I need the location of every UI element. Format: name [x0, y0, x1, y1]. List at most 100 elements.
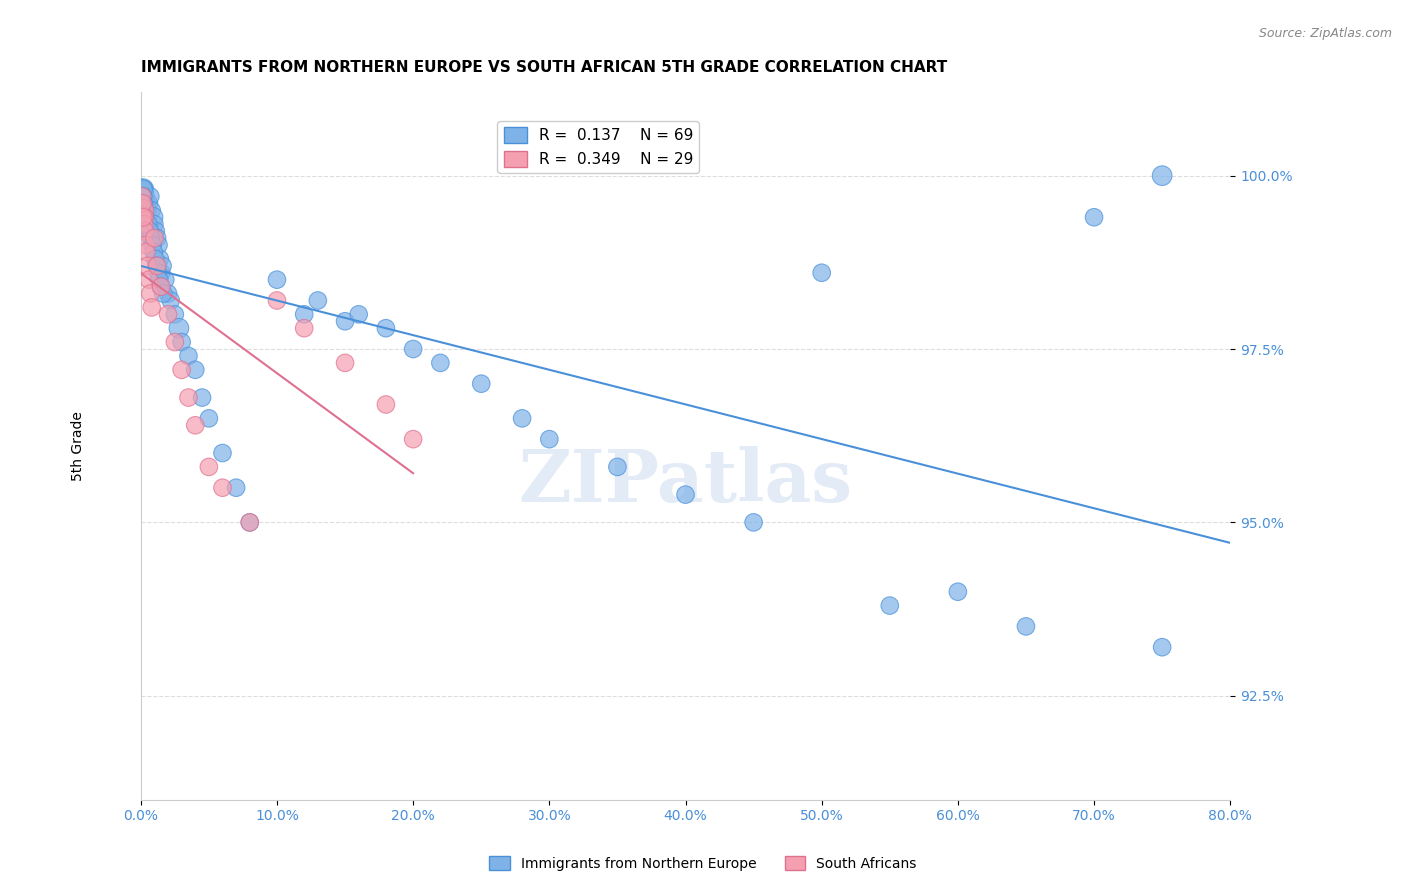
Point [150, 266, 173, 280]
Point [347, 307, 370, 321]
Point [184, 418, 207, 433]
Point [148, 273, 170, 287]
Point [675, 488, 697, 502]
Point [132, 196, 155, 211]
Point [307, 293, 329, 308]
Point [134, 224, 156, 238]
Point [211, 481, 233, 495]
Point [146, 259, 169, 273]
Point [142, 244, 165, 259]
Point [429, 356, 451, 370]
Point [225, 481, 247, 495]
Point [135, 203, 157, 218]
Point [135, 238, 157, 252]
Point [141, 203, 163, 218]
Point [239, 516, 262, 530]
Point [143, 231, 166, 245]
Point [198, 459, 221, 474]
Point [136, 217, 159, 231]
Point [742, 516, 765, 530]
Point [170, 363, 193, 377]
Point [134, 217, 156, 231]
Point [138, 273, 160, 287]
Point [606, 459, 628, 474]
Point [141, 301, 163, 315]
Point [538, 432, 561, 446]
Point [138, 224, 160, 238]
Point [146, 266, 169, 280]
Point [470, 376, 492, 391]
Point [132, 182, 155, 196]
Point [138, 196, 160, 211]
Point [184, 363, 207, 377]
Point [211, 446, 233, 460]
Point [139, 189, 162, 203]
Point [239, 516, 262, 530]
Text: IMMIGRANTS FROM NORTHERN EUROPE VS SOUTH AFRICAN 5TH GRADE CORRELATION CHART: IMMIGRANTS FROM NORTHERN EUROPE VS SOUTH… [141, 60, 948, 75]
Point [143, 252, 166, 266]
Point [879, 599, 901, 613]
Text: ZIPatlas: ZIPatlas [519, 446, 852, 517]
Point [170, 334, 193, 349]
Point [134, 211, 156, 225]
Point [135, 189, 157, 203]
Point [1015, 619, 1038, 633]
Point [152, 259, 174, 273]
Point [145, 224, 167, 238]
Point [136, 259, 159, 273]
Point [131, 189, 153, 203]
Point [177, 349, 200, 363]
Point [131, 196, 153, 211]
Point [135, 244, 157, 259]
Point [157, 307, 180, 321]
Point [333, 356, 356, 370]
Point [163, 334, 186, 349]
Point [145, 259, 167, 273]
Point [374, 321, 396, 335]
Point [132, 211, 155, 225]
Point [134, 203, 156, 218]
Point [132, 189, 155, 203]
Point [374, 397, 396, 411]
Point [146, 231, 169, 245]
Point [163, 307, 186, 321]
Point [142, 211, 165, 225]
Point [136, 203, 159, 218]
Point [510, 411, 533, 425]
Point [141, 238, 163, 252]
Point [134, 196, 156, 211]
Point [1083, 211, 1105, 225]
Legend: R =  0.137    N = 69, R =  0.349    N = 29: R = 0.137 N = 69, R = 0.349 N = 29 [498, 121, 699, 173]
Point [134, 182, 156, 196]
Point [132, 211, 155, 225]
Point [132, 189, 155, 203]
Point [292, 321, 315, 335]
Point [135, 196, 157, 211]
Point [946, 584, 969, 599]
Point [198, 411, 221, 425]
Point [150, 279, 173, 293]
Point [143, 217, 166, 231]
Point [167, 321, 190, 335]
Point [157, 286, 180, 301]
Point [139, 231, 162, 245]
Point [402, 432, 425, 446]
Point [402, 342, 425, 356]
Point [159, 293, 181, 308]
Point [177, 391, 200, 405]
Point [266, 273, 288, 287]
Y-axis label: 5th Grade: 5th Grade [72, 411, 86, 481]
Legend: Immigrants from Northern Europe, South Africans: Immigrants from Northern Europe, South A… [484, 850, 922, 876]
Point [292, 307, 315, 321]
Point [131, 182, 153, 196]
Point [810, 266, 832, 280]
Point [266, 293, 288, 308]
Point [155, 273, 177, 287]
Point [139, 286, 162, 301]
Text: Source: ZipAtlas.com: Source: ZipAtlas.com [1258, 27, 1392, 40]
Point [149, 252, 172, 266]
Point [148, 238, 170, 252]
Point [149, 279, 172, 293]
Point [333, 314, 356, 328]
Point [191, 391, 214, 405]
